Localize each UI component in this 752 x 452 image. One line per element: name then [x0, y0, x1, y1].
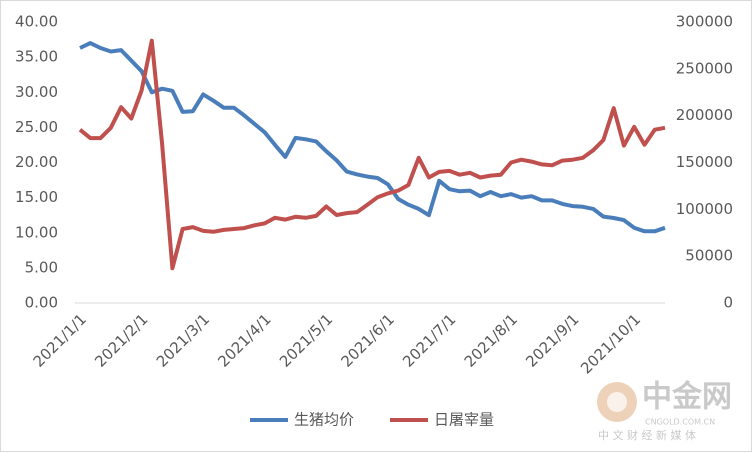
y-tick-label: 10.00 — [15, 223, 58, 241]
y-tick-label: 30.00 — [15, 83, 58, 101]
y2-tick-label: 50000 — [685, 247, 733, 265]
y-tick-label: 15.00 — [15, 188, 58, 206]
legend-label: 生猪均价 — [294, 411, 354, 429]
y-tick-label: 20.00 — [15, 153, 58, 171]
watermark: 中金网 CNGOLD.COM.CN 中 文 财 经 新 媒 体 — [597, 380, 732, 442]
series-line — [79, 41, 666, 234]
y2-tick-label: 300000 — [676, 13, 733, 31]
site: CNGOLD.COM.CN — [645, 418, 715, 427]
y2-tick-label: 0 — [723, 294, 733, 312]
y-tick-label: 25.00 — [15, 118, 58, 136]
legend-label: 日屠宰量 — [434, 411, 494, 429]
slogan: 中 文 财 经 新 媒 体 — [598, 428, 696, 442]
brand: 中金网 — [642, 380, 732, 415]
y2-tick-label: 100000 — [676, 200, 733, 218]
y-tick-label: 5.00 — [25, 258, 58, 276]
y2-tick-label: 150000 — [676, 153, 733, 171]
y2-tick-label: 200000 — [676, 106, 733, 124]
y-tick-label: 0.00 — [25, 294, 58, 312]
series-line — [78, 38, 666, 271]
y-tick-label: 35.00 — [15, 48, 58, 66]
logo-inner — [607, 392, 627, 412]
y2-tick-label: 250000 — [676, 59, 733, 77]
y-tick-label: 40.00 — [15, 13, 58, 31]
